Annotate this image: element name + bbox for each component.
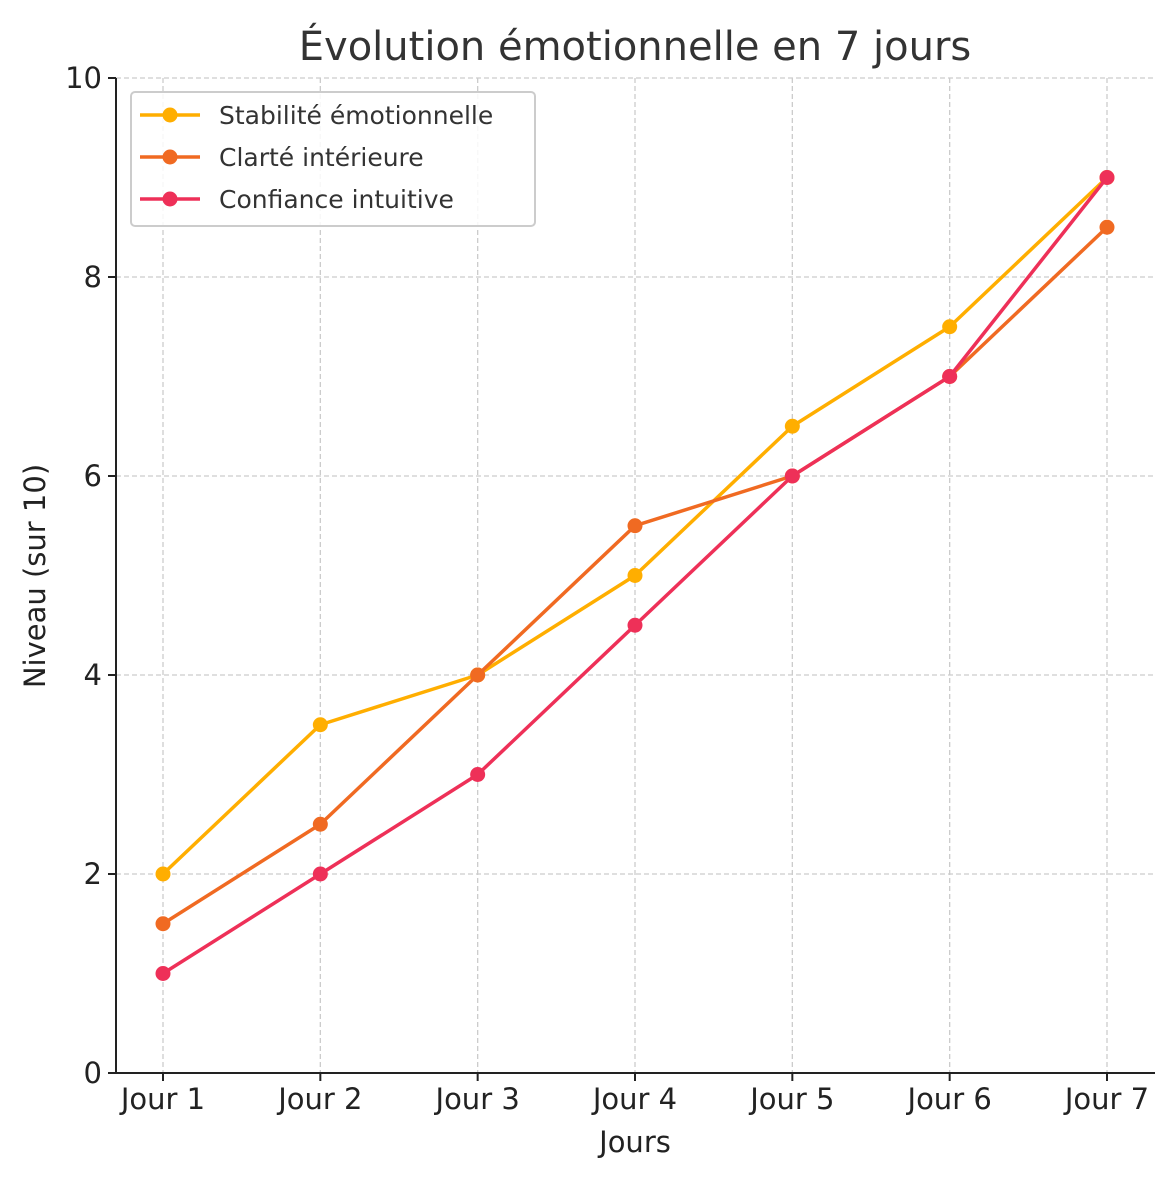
data-point [942, 369, 958, 384]
x-tick-label: Jour 5 [748, 1082, 834, 1116]
y-tick-label: 2 [84, 857, 102, 891]
y-tick-label: 0 [84, 1056, 102, 1090]
y-tick-label: 6 [84, 459, 102, 493]
data-point [627, 568, 643, 583]
x-tick-label: Jour 6 [906, 1082, 992, 1116]
data-point [155, 866, 171, 882]
legend: Stabilité émotionnelle Clarté intérieure C… [130, 91, 536, 227]
series-2 [155, 170, 1115, 981]
x-tick-label: Jour 7 [1063, 1082, 1149, 1116]
x-axis-label: Jours [597, 1125, 671, 1159]
data-point [1099, 219, 1115, 235]
legend-label: Confiance intuitive [219, 185, 454, 214]
legend-label: Stabilité émotionnelle [219, 101, 493, 130]
data-point [784, 418, 800, 434]
x-tick-label: Jour 4 [591, 1082, 677, 1116]
data-point [312, 816, 328, 832]
data-point [470, 667, 486, 683]
chart-title: Évolution émotionnelle en 7 jours [299, 22, 971, 70]
data-point [627, 518, 643, 534]
data-point [155, 916, 171, 932]
legend-label: Clarté intérieure [219, 143, 424, 172]
data-point [1099, 170, 1115, 185]
data-point [942, 319, 958, 335]
legend-box [130, 91, 536, 227]
data-point [784, 468, 800, 484]
legend-swatch-marker [162, 191, 178, 207]
data-point [155, 966, 171, 981]
legend-swatch-marker [162, 107, 178, 123]
y-tick-label: 8 [84, 260, 102, 294]
legend-swatch-marker [162, 149, 178, 165]
data-point [312, 866, 328, 882]
data-point [627, 617, 643, 633]
x-tick-label: Jour 2 [276, 1082, 362, 1116]
data-point [470, 767, 486, 782]
x-tick-label: Jour 3 [434, 1082, 520, 1116]
x-tick-label: Jour 1 [119, 1082, 205, 1116]
y-tick-label: 10 [65, 61, 102, 95]
data-point [312, 717, 328, 733]
y-tick-label: 4 [84, 658, 102, 692]
y-axis-label: Niveau (sur 10) [18, 464, 52, 688]
